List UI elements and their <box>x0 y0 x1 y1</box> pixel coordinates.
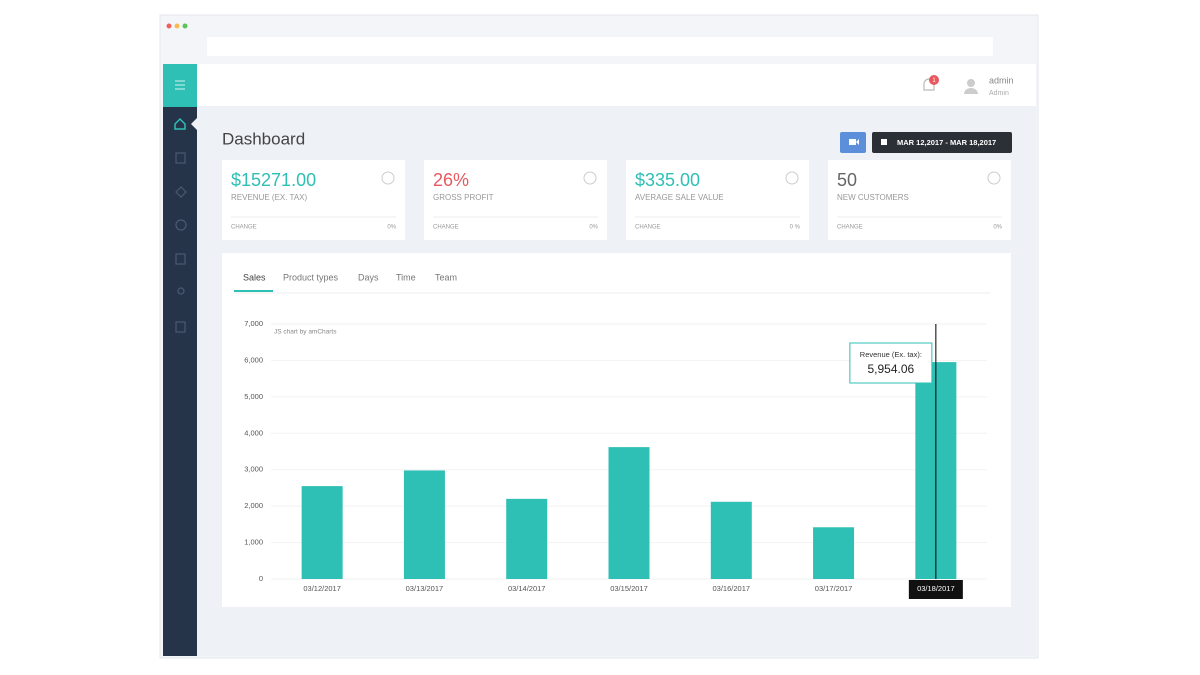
tooltip <box>849 342 933 384</box>
stat-card <box>222 160 405 240</box>
calendar-icon <box>881 139 887 145</box>
menu-icon <box>175 80 185 90</box>
stat-value: 50 <box>837 170 857 190</box>
change-label: CHANGE <box>837 225 863 231</box>
change-value: 0% <box>387 225 396 231</box>
page-title: Dashboard <box>222 129 305 148</box>
stat-value: $15271.00 <box>231 170 316 190</box>
change-value: 0% <box>589 225 598 231</box>
stat-card <box>626 160 809 240</box>
y-tick-label: 4,000 <box>244 428 263 437</box>
tab[interactable]: Sales <box>243 272 266 282</box>
stat-label: AVERAGE SALE VALUE <box>635 193 724 202</box>
x-tick-label: 03/12/2017 <box>303 584 341 593</box>
address-bar[interactable] <box>207 37 993 56</box>
x-tick-label: 03/16/2017 <box>713 584 751 593</box>
notification-count: 1 <box>932 78 936 84</box>
card-icon <box>987 171 1001 185</box>
tab[interactable]: Product types <box>283 272 339 282</box>
bar <box>813 527 855 579</box>
user-role: Admin <box>989 90 1009 97</box>
y-tick-label: 3,000 <box>244 465 263 474</box>
nav-icon[interactable] <box>175 219 187 231</box>
bar <box>506 498 548 579</box>
x-tick-label: 03/15/2017 <box>610 584 648 593</box>
stat-card <box>828 160 1011 240</box>
card-icon <box>381 171 395 185</box>
avatar <box>964 88 978 94</box>
date-range: MAR 12,2017 - MAR 18,2017 <box>897 138 996 147</box>
window-dot <box>166 23 172 29</box>
x-tick-label: 03/14/2017 <box>508 584 546 593</box>
active-indicator <box>191 118 197 130</box>
y-tick-label: 1,000 <box>244 538 263 547</box>
y-tick-label: 2,000 <box>244 501 263 510</box>
notification-badge <box>929 75 939 85</box>
tab[interactable]: Time <box>396 272 416 282</box>
x-tick-label: 03/13/2017 <box>406 584 444 593</box>
video-icon <box>856 139 859 145</box>
x-tick-label: 03/18/2017 <box>917 584 955 593</box>
date-button[interactable] <box>872 132 1012 153</box>
nav-icon[interactable] <box>175 152 186 164</box>
change-label: CHANGE <box>231 225 257 231</box>
bar <box>403 470 445 579</box>
avatar[interactable] <box>967 79 975 87</box>
y-tick-label: 5,000 <box>244 392 263 401</box>
nav-icon[interactable] <box>177 287 185 295</box>
nav-icon[interactable] <box>175 321 186 333</box>
stat-label: REVENUE (EX. TAX) <box>231 193 308 202</box>
nav-icon[interactable] <box>175 186 187 198</box>
x-tick-label: 03/17/2017 <box>815 584 853 593</box>
tab[interactable]: Team <box>435 272 457 282</box>
stat-value: 26% <box>433 170 469 190</box>
home-icon[interactable] <box>174 117 186 130</box>
card-icon <box>785 171 799 185</box>
x-label-highlight <box>908 580 963 599</box>
user-name: admin <box>989 75 1014 85</box>
bar <box>710 501 752 579</box>
y-tick-label: 6,000 <box>244 355 263 364</box>
card-icon <box>583 171 597 185</box>
change-label: CHANGE <box>635 225 661 231</box>
window-dot <box>182 23 188 29</box>
nav-icon[interactable] <box>175 253 186 265</box>
stat-value: $335.00 <box>635 170 700 190</box>
chart-credit: JS chart by amCharts <box>274 329 337 336</box>
y-tick-label: 7,000 <box>244 319 263 328</box>
tooltip-title: Revenue (Ex. tax): <box>860 350 922 359</box>
stat-label: GROSS PROFIT <box>433 193 494 202</box>
bar <box>608 447 650 579</box>
bar <box>301 486 343 579</box>
window-dot <box>174 23 180 29</box>
top-bar <box>197 64 1036 106</box>
tooltip-value: 5,954.06 <box>867 362 914 376</box>
change-value: 0 % <box>790 225 801 231</box>
change-value: 0% <box>993 225 1002 231</box>
video-icon <box>849 139 856 145</box>
change-label: CHANGE <box>433 225 459 231</box>
tab[interactable]: Days <box>358 272 379 282</box>
stat-card <box>424 160 607 240</box>
y-tick-label: 0 <box>259 574 263 583</box>
stat-label: NEW CUSTOMERS <box>837 193 909 202</box>
